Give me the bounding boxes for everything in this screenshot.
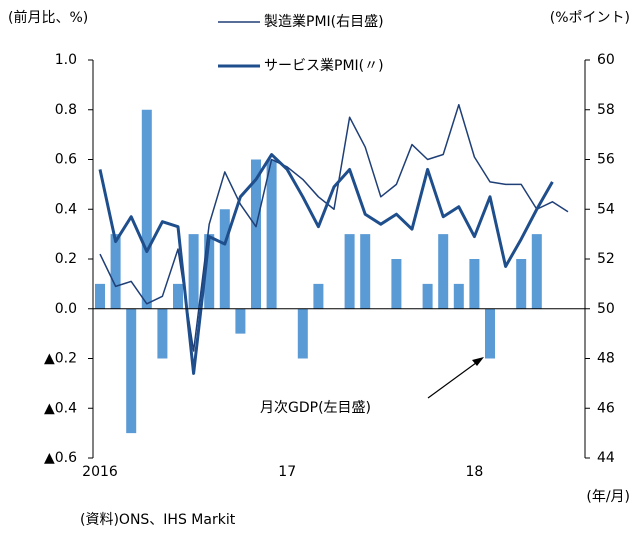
bar bbox=[453, 283, 464, 309]
bar bbox=[516, 259, 527, 309]
bar bbox=[173, 283, 183, 309]
y-tick-label: 0.2 bbox=[55, 251, 77, 267]
x-tick-label: 2016 bbox=[82, 464, 118, 480]
bar bbox=[110, 234, 121, 309]
legend-label: サービス業PMI(〃) bbox=[264, 58, 384, 74]
bar bbox=[95, 283, 105, 309]
y2-tick-label: 52 bbox=[597, 251, 615, 267]
bar bbox=[188, 234, 199, 309]
y2-tick-label: 46 bbox=[597, 400, 615, 416]
annotation: 月次GDP(左目盛) bbox=[260, 400, 371, 416]
bar bbox=[469, 259, 480, 309]
y-tick-label: 0.0 bbox=[55, 301, 77, 317]
y2-tick-label: 58 bbox=[597, 102, 615, 118]
bar bbox=[219, 209, 230, 309]
bar bbox=[438, 234, 449, 309]
y-tick-label: ▲0.6 bbox=[44, 450, 77, 466]
source: (資料)ONS、IHS Markit bbox=[80, 512, 236, 528]
y-tick-label: ▲0.2 bbox=[44, 351, 77, 367]
x-tick-label: 17 bbox=[278, 464, 296, 480]
y-tick-label: 0.6 bbox=[55, 152, 77, 168]
bar bbox=[126, 308, 137, 434]
bar bbox=[157, 308, 168, 359]
bar bbox=[141, 109, 152, 309]
arrow-head bbox=[472, 357, 484, 366]
bar bbox=[422, 283, 433, 309]
y-tick-label: 0.8 bbox=[55, 102, 77, 118]
y-axis-label: (前月比、%) bbox=[8, 9, 88, 26]
line bbox=[99, 104, 569, 352]
y-tick-label: ▲0.4 bbox=[44, 400, 77, 416]
y2-tick-label: 56 bbox=[597, 152, 615, 168]
bar bbox=[204, 234, 215, 309]
y2-tick-label: 44 bbox=[597, 450, 615, 466]
bar bbox=[531, 234, 542, 309]
x-axis-label: (年/月) bbox=[586, 489, 630, 505]
bar bbox=[360, 234, 371, 309]
y2-tick-label: 48 bbox=[597, 351, 615, 367]
bar bbox=[313, 283, 324, 309]
line bbox=[98, 153, 554, 375]
y2-axis-label: (%ポイント) bbox=[550, 10, 630, 26]
bar bbox=[251, 159, 261, 309]
y2-tick-label: 60 bbox=[597, 52, 615, 68]
bar bbox=[266, 159, 277, 309]
y-tick-label: 1.0 bbox=[55, 52, 77, 68]
x-tick-label: 18 bbox=[465, 464, 483, 480]
annotation-arrow bbox=[427, 359, 481, 399]
y2-tick-label: 50 bbox=[597, 301, 615, 317]
bar bbox=[485, 308, 495, 359]
bar bbox=[344, 234, 355, 309]
y2-tick-label: 54 bbox=[597, 201, 615, 217]
y-tick-label: 0.4 bbox=[55, 201, 77, 217]
bar bbox=[235, 308, 246, 334]
bar bbox=[391, 259, 402, 309]
legend-label: 製造業PMI(右目盛) bbox=[264, 14, 384, 30]
bar bbox=[297, 308, 308, 359]
